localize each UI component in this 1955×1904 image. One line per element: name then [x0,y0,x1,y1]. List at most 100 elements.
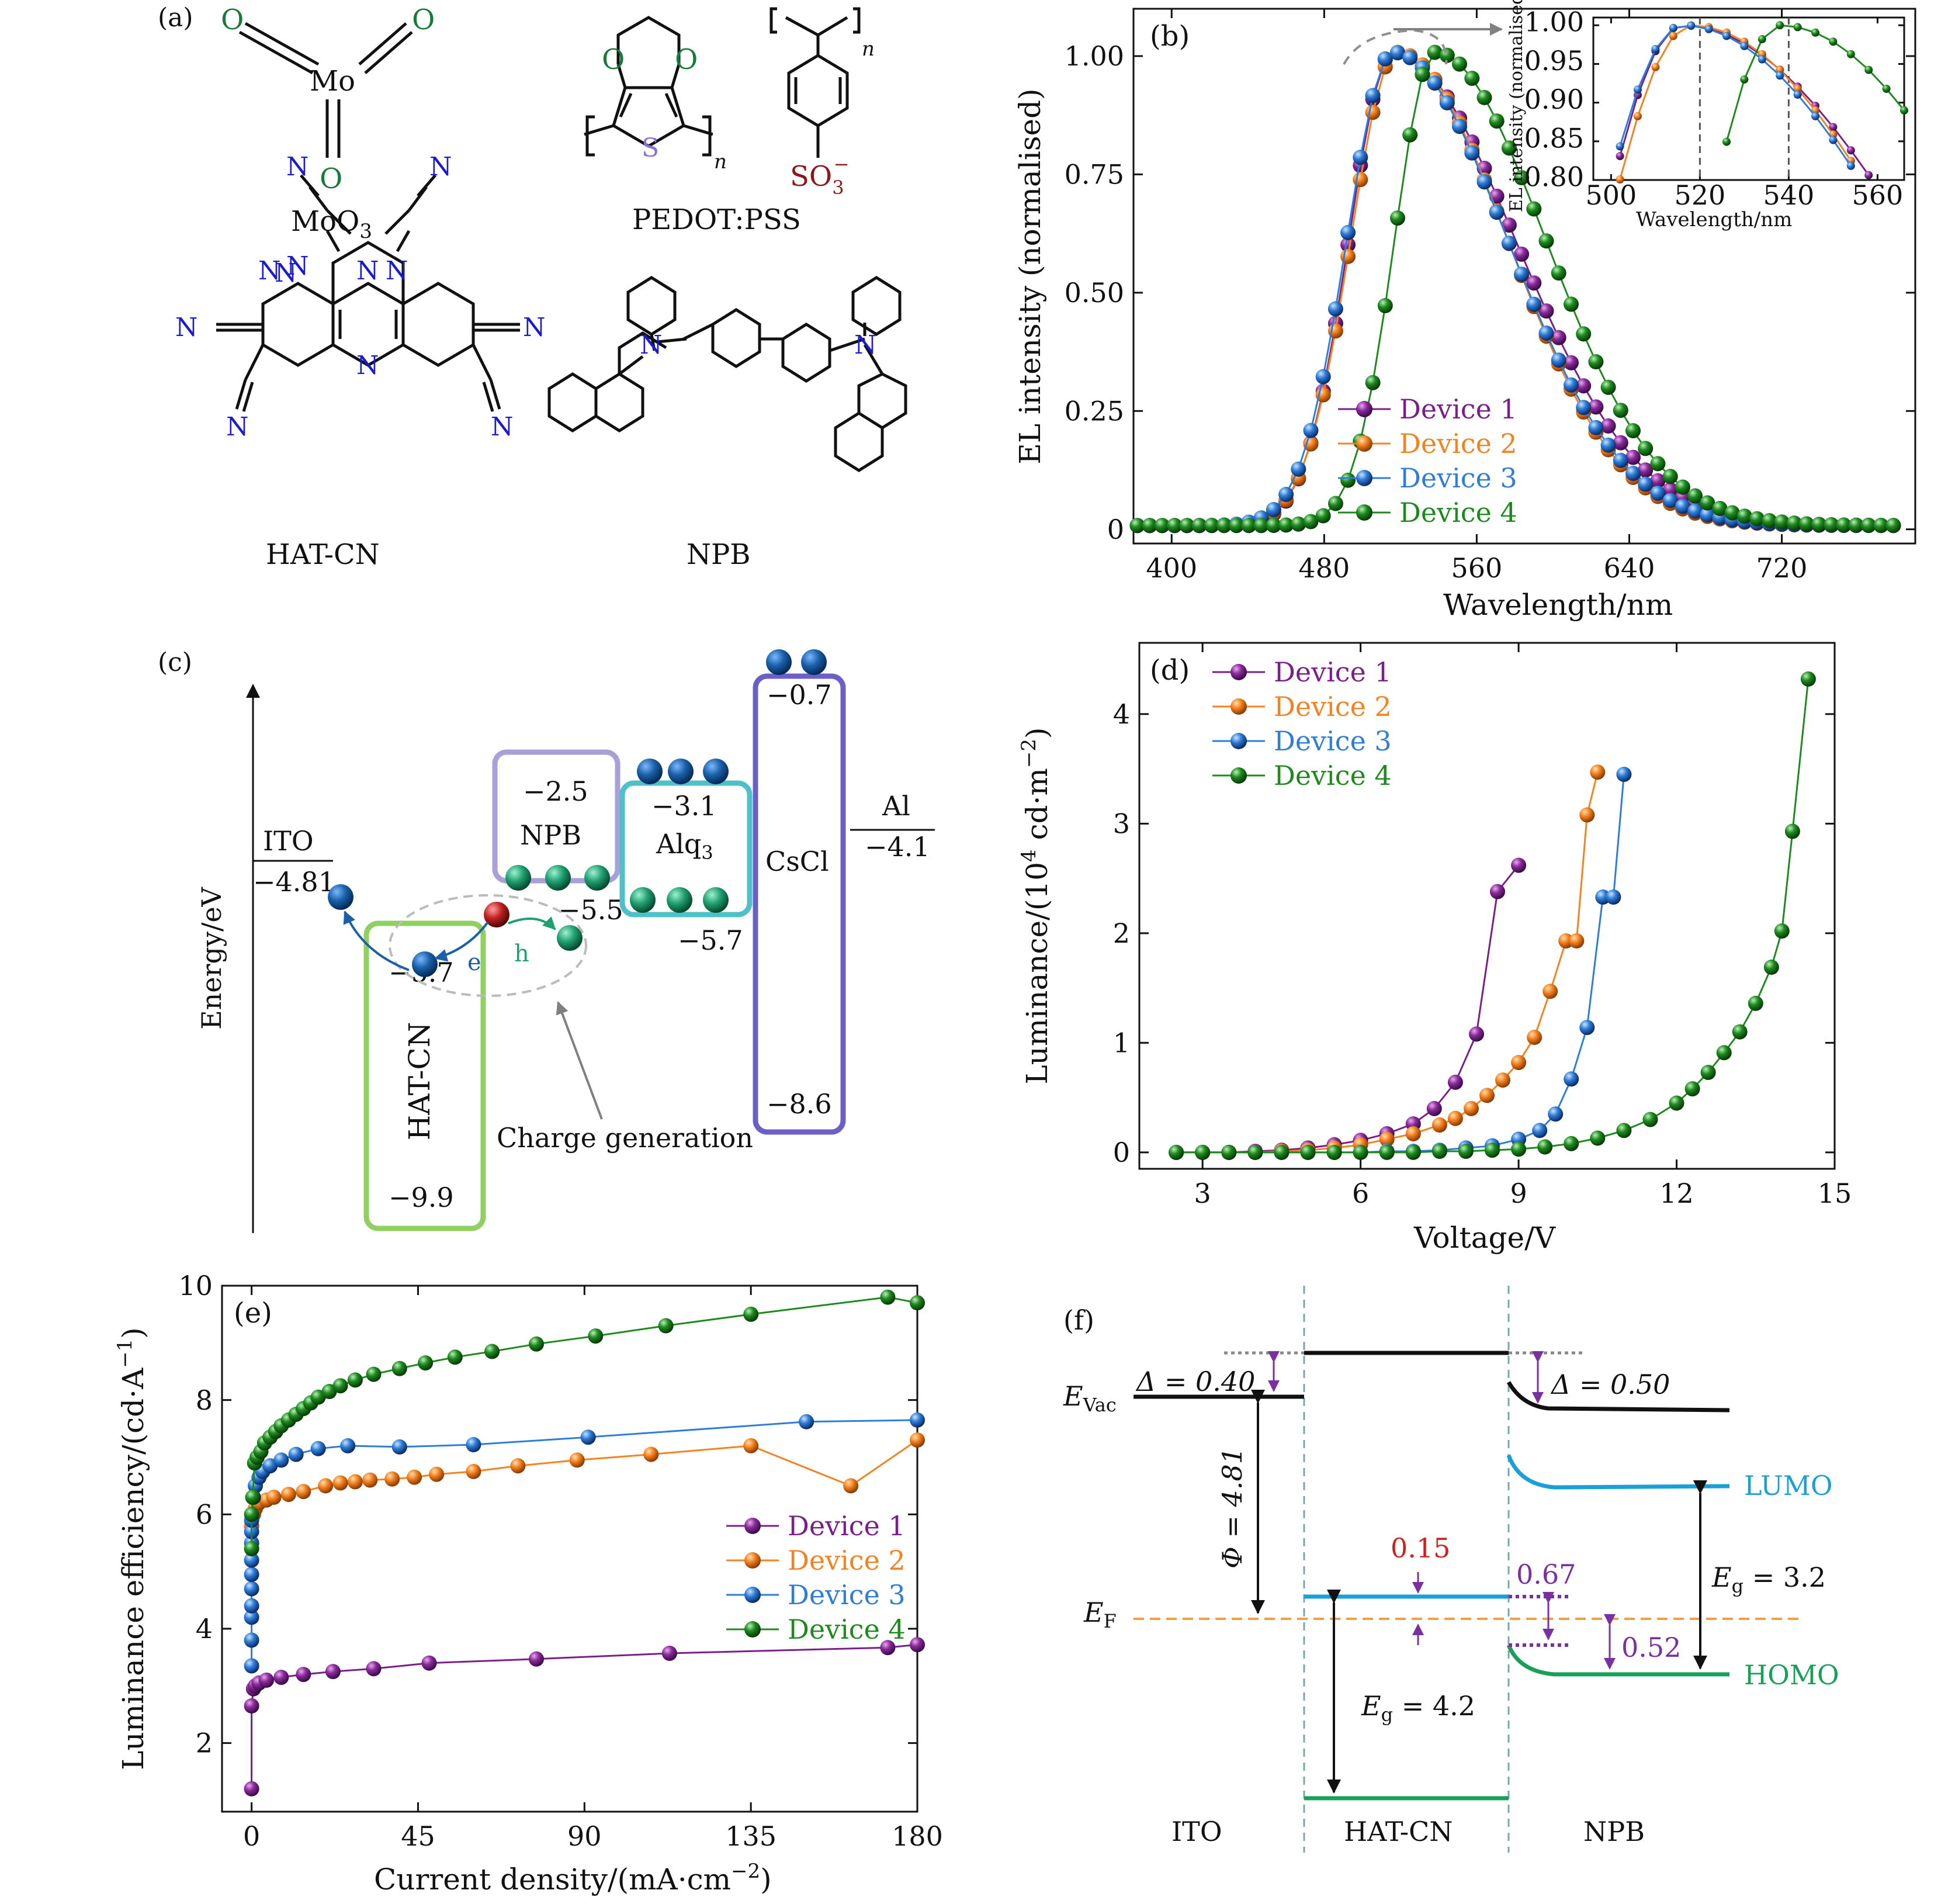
panel-b-xlabel: Wavelength/nm [1443,588,1673,622]
v015-label: 0.15 [1391,1532,1450,1564]
e-series-2-point-20 [843,1478,859,1494]
e-series-1-point-13 [880,1640,896,1656]
moo3-o-atom-3: O [320,162,342,195]
inset-series-2-point-1 [1634,112,1642,120]
e-series-4-point-26 [743,1306,759,1322]
b-legend-marker-0 [1356,401,1372,417]
inset-series-4-line [1725,24,1905,143]
f-ito-label: ITO [1171,1816,1222,1847]
panel-c-ylabel: Energy/eV [196,887,227,1030]
e-series-4-point-19 [391,1361,407,1376]
b-series-4-point-51 [1762,513,1777,528]
d-series-4-point-28 [1800,671,1816,687]
al-name: Al [882,790,910,822]
d-ytick-label-1: 1 [1113,1027,1130,1058]
moo3-o-atom-1: O [221,4,244,36]
b-series-4-point-39 [1613,403,1628,418]
panel-b: (b) 400 480 560 640 720 0 0.25 0.50 0.75 1.00 Wav… [1013,0,1916,622]
inset-series-3-line [1619,25,1852,167]
d-series-3-point-18 [1595,889,1611,905]
e-series-2-point-7 [296,1484,311,1500]
inset-series-4-point-6 [1829,37,1838,46]
b-series-3-point-31 [1514,266,1530,282]
d-series-3-point-16 [1564,1071,1579,1087]
hatcn-n-8: N [523,313,546,342]
hatcn-n-11: N [226,412,249,442]
moo3-mo-atom: Mo [310,65,355,98]
moo3-structure [238,22,413,158]
charge-generation-label: Charge generation [497,1122,753,1154]
inset-xtick-label-3: 560 [1852,179,1903,211]
d-series-4-point-11 [1458,1144,1474,1159]
e-series-3-point-2 [244,1609,259,1625]
b-legend-marker-1 [1356,435,1372,452]
npb-n-atom-2: N [854,330,877,360]
d-series-3-line [1176,774,1625,1154]
electron-label: e [467,949,481,976]
e-series-1-point-11 [529,1651,544,1667]
b-ytick-label-4: 1.00 [1065,40,1124,72]
d-series-4-point-26 [1774,923,1790,939]
d-series-2-point-8 [1379,1131,1395,1147]
d-legend-marker-0 [1230,664,1247,680]
cscl-electron-2 [801,649,827,675]
b-series-1-point-34 [1551,330,1566,345]
e-series-1-point-6 [273,1670,289,1685]
b-series-1-point-37 [1588,399,1604,415]
hatcn-level-box [363,920,486,1231]
inset-series-2-point-9 [1776,65,1784,74]
b-legend-label-0: Device 1 [1399,393,1517,425]
d-series-2-point-16 [1527,1030,1542,1045]
b-series-3-point-16 [1327,301,1343,317]
ef-label: EF [1083,1597,1117,1632]
d-series-3-point-19 [1606,889,1621,905]
e-series-1-point-7 [296,1667,311,1683]
b-series-1-point-17 [1340,237,1356,252]
charge-generation-pointer [556,1001,603,1120]
npb-homo-value: −5.5 [558,894,623,926]
hatcn-n-3: N [286,251,309,281]
d-legend-label-1: Device 2 [1274,691,1392,722]
e-series-2-point-10 [347,1474,363,1490]
npb-homo-level [1506,1644,1729,1677]
d-series-4-point-17 [1616,1123,1632,1138]
panel-e: (e) 0 45 90 135 180 2 4 6 8 10 Current density/(m… [113,1270,943,1896]
b-series-4-point-25 [1439,47,1455,63]
e-xtick-label-0: 0 [243,1820,260,1852]
b-series-4-point-31 [1514,170,1530,185]
inset-series-3-point-11 [1811,112,1819,120]
d-ytick-label-2: 2 [1113,918,1130,949]
hatcn-n-7: N [175,313,198,342]
hatcn-gap-label: Eg = 4.2 [1361,1690,1475,1726]
e-series-1-point-10 [421,1655,437,1671]
d-series-4-point-25 [1763,960,1779,975]
inset-series-3-point-8 [1758,55,1766,64]
npb-level-box [492,749,621,884]
e-xtick-label-1: 45 [401,1820,435,1852]
b-series-3-point-37 [1588,420,1604,435]
homo-label: HOMO [1744,1659,1839,1691]
hatcn-name: HAT-CN [266,538,380,571]
e-series-2-point-13 [407,1469,422,1485]
b-series-1-point-43 [1662,482,1678,498]
e-legend-label-3: Device 4 [788,1614,906,1645]
b-series-1-point-41 [1638,462,1654,478]
e-series-3-point-21 [580,1429,596,1445]
d-series-4-point-15 [1564,1136,1579,1151]
inset-series-1-point-14 [1864,171,1873,179]
e-legend-marker-2 [744,1587,761,1603]
b-series-3-point-42 [1650,485,1666,501]
d-series-4-point-5 [1300,1144,1316,1160]
b-series-4-point-30 [1501,140,1517,156]
d-series-3-point-14 [1532,1123,1548,1138]
d-series-4-point-2 [1221,1144,1237,1160]
e-series-2-point-15 [466,1463,481,1479]
b-series-4-point-32 [1526,201,1542,217]
inset-ticks: 500 520 540 560 0.80 0.85 0.90 0.95 1.00 [1524,6,1904,211]
d-series-4-point-1 [1195,1144,1211,1160]
d-series-1-point-10 [1426,1100,1442,1116]
panel-d-label: (d) [1150,654,1190,687]
d-series-4-line [1176,678,1810,1154]
alq3-electron-3 [703,759,729,784]
